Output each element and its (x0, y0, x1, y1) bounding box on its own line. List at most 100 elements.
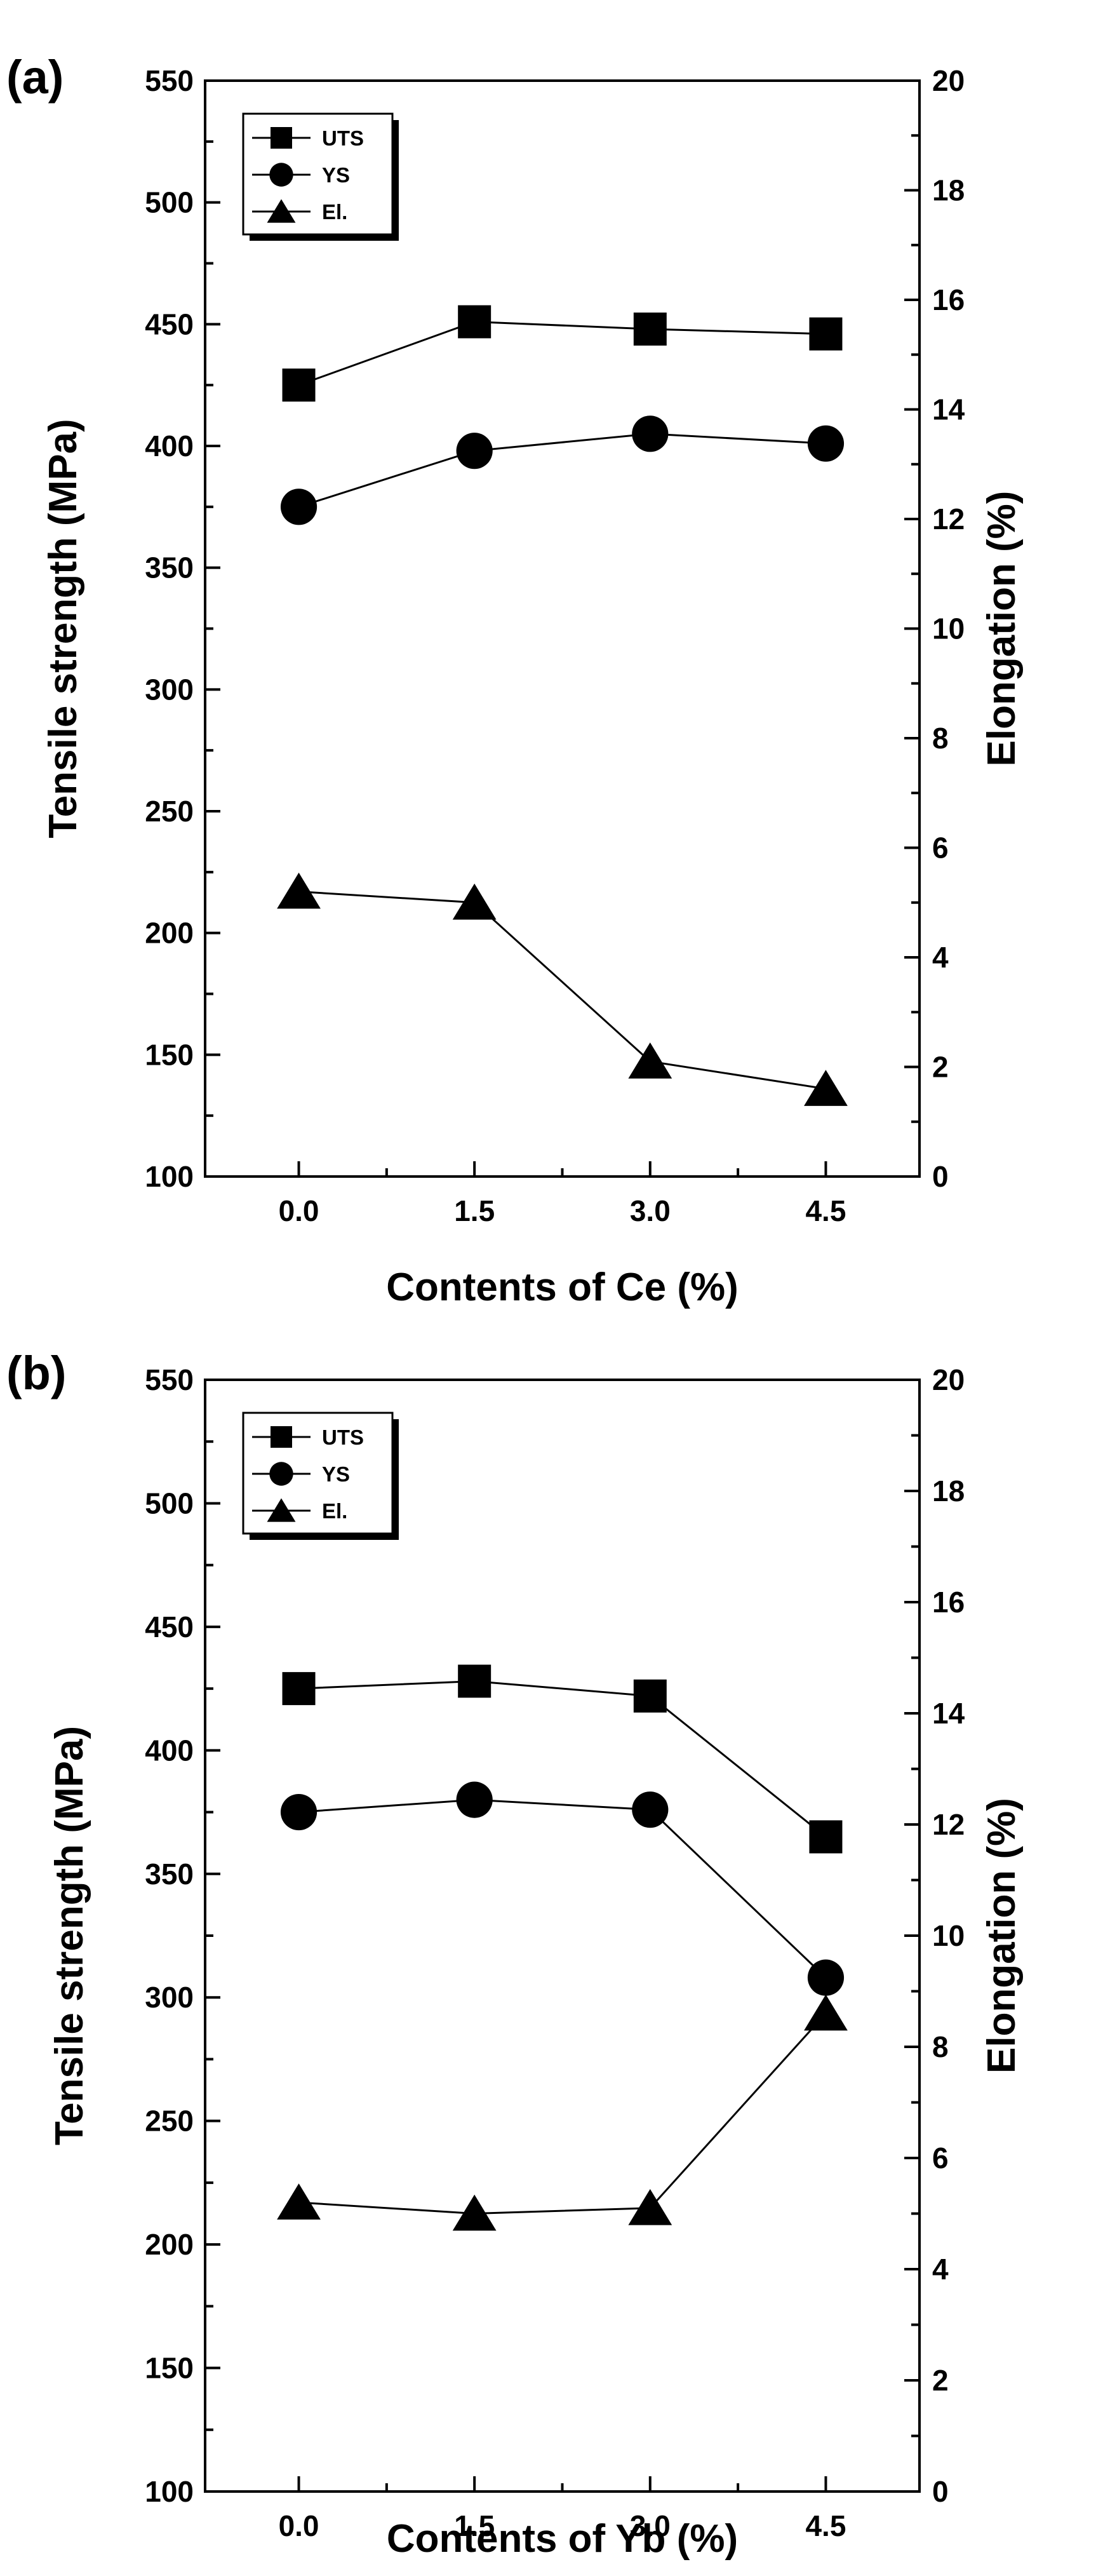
y-tick-label: 500 (145, 186, 194, 219)
data-point-el (628, 1042, 672, 1079)
y2-tick-label: 10 (932, 1919, 965, 1952)
y2-tick-label: 0 (932, 2475, 949, 2508)
y-tick-label: 150 (145, 1038, 194, 1071)
legend-marker-el (267, 199, 296, 223)
series-line-uts (298, 1680, 827, 1838)
y2-tick-label: 2 (932, 1051, 949, 1084)
y-tick-label: 100 (145, 1160, 194, 1193)
legend-marker-uts (271, 127, 292, 149)
y2-tick-label: 14 (932, 393, 965, 426)
panel-label: (a) (6, 51, 64, 104)
y-tick-label: 150 (145, 2352, 194, 2385)
y2-tick-label: 6 (932, 2141, 949, 2175)
data-point-el (804, 1070, 848, 1106)
legend-label: UTS (322, 126, 364, 150)
y-tick-label: 350 (145, 1858, 194, 1891)
x-tick-label: 0.0 (279, 2509, 319, 2542)
y-tick-label: 200 (145, 2228, 194, 2261)
y2-tick-label: 4 (932, 941, 949, 974)
y2-tick-label: 10 (932, 612, 965, 645)
x-tick-label: 3.0 (630, 2509, 671, 2542)
y2-tick-label: 4 (932, 2253, 949, 2286)
data-point-ys (456, 433, 493, 469)
legend-marker-el (267, 1498, 296, 1522)
y2-tick-label: 18 (932, 1474, 965, 1507)
y2-tick-label: 16 (932, 1586, 965, 1619)
data-point-el (452, 883, 497, 920)
y2-tick-label: 12 (932, 1808, 965, 1841)
x-tick-label: 0.0 (279, 1194, 319, 1227)
data-point-uts (282, 368, 316, 402)
y2-tick-label: 12 (932, 502, 965, 536)
panel-label: (b) (6, 1347, 67, 1399)
y2-tick-label: 8 (932, 2030, 949, 2063)
y2-tick-label: 20 (932, 64, 965, 97)
x-tick-label: 4.5 (805, 2509, 846, 2542)
legend-label: UTS (322, 1426, 364, 1449)
data-point-uts (809, 317, 843, 351)
y-tick-label: 400 (145, 429, 194, 462)
legend-marker-ys (269, 163, 293, 187)
plot-frame (204, 1379, 921, 2493)
y-tick-label: 300 (145, 1981, 194, 2014)
data-point-uts (633, 313, 667, 346)
y2-tick-label: 8 (932, 722, 949, 755)
data-point-uts (809, 1820, 843, 1854)
data-point-uts (633, 1679, 667, 1713)
y-axis-title: Tensile strength (MPa) (48, 1726, 91, 2145)
data-point-el (452, 2194, 497, 2231)
data-point-uts (458, 1664, 491, 1698)
y2-axis-title: Elongation (%) (980, 1798, 1024, 2074)
data-point-el (804, 1994, 848, 2031)
y-tick-label: 250 (145, 2105, 194, 2138)
series-line-el (298, 2013, 827, 2215)
plot-frame (204, 79, 921, 1178)
x-axis-title: Contents of Ce (%) (386, 1265, 739, 1309)
y-tick-label: 300 (145, 673, 194, 706)
y2-tick-label: 6 (932, 832, 949, 865)
y-tick-label: 450 (145, 307, 194, 341)
y2-tick-label: 14 (932, 1697, 965, 1730)
legend-label: YS (322, 1462, 350, 1486)
legend-label: YS (322, 163, 350, 187)
y2-tick-label: 0 (932, 1160, 949, 1193)
y-axis-title: Tensile strength (MPa) (41, 419, 85, 838)
y-tick-label: 250 (145, 795, 194, 828)
legend-label: El. (322, 200, 347, 224)
data-point-ys (280, 489, 318, 525)
data-point-el (628, 2188, 672, 2225)
series-line-ys (298, 433, 826, 508)
data-point-el (277, 2183, 321, 2220)
series-line-el (298, 891, 826, 1090)
data-point-el (277, 872, 321, 909)
y-tick-label: 550 (145, 64, 194, 97)
y-tick-label: 200 (145, 917, 194, 950)
y-tick-label: 400 (145, 1734, 194, 1767)
x-tick-label: 1.5 (454, 1194, 495, 1227)
panel-a: 100 150 200 250 300 350 400 450 500 550 0 2 4 6 8 10 12 1… (6, 51, 1024, 1309)
legend-marker-uts (271, 1426, 292, 1448)
y2-tick-label: 2 (932, 2364, 949, 2397)
x-tick-label: 1.5 (454, 2509, 495, 2542)
y2-tick-label: 16 (932, 283, 965, 316)
legend-marker-ys (269, 1462, 293, 1486)
y-tick-label: 500 (145, 1487, 194, 1520)
series-line-ys (298, 1798, 827, 1979)
data-point-ys (456, 1781, 493, 1818)
panel-b: 100 150 200 250 300 350 400 450 500 550 0 2 4 6 8 10 12 1… (6, 1347, 1024, 2561)
data-point-ys (807, 425, 845, 462)
data-point-ys (632, 1791, 669, 1828)
y-tick-label: 350 (145, 551, 194, 584)
x-tick-label: 3.0 (630, 1194, 671, 1227)
y-tick-label: 550 (145, 1363, 194, 1396)
y2-tick-label: 20 (932, 1363, 965, 1396)
data-point-ys (632, 415, 669, 452)
data-point-ys (807, 1959, 845, 1996)
data-point-ys (280, 1793, 318, 1831)
data-point-uts (458, 305, 491, 339)
x-tick-label: 4.5 (805, 1194, 846, 1227)
x-axis-title: Contents of Yb (%) (387, 2517, 738, 2561)
series-line-uts (298, 320, 826, 386)
y-tick-label: 450 (145, 1610, 194, 1643)
